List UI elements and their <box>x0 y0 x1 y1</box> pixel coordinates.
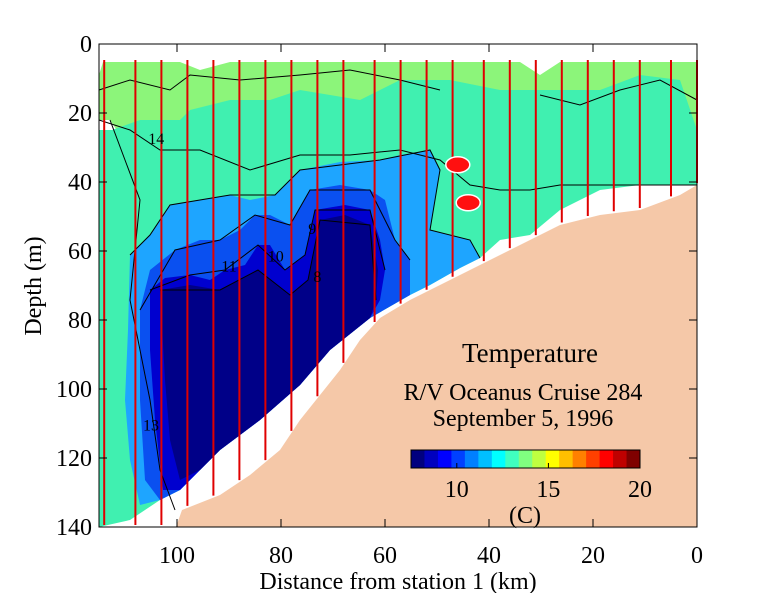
colorbar-swatch-9 <box>532 450 547 468</box>
sample-markers <box>445 156 481 212</box>
contour-10 <box>149 209 386 291</box>
y-tick-label-5: 100 <box>56 377 92 403</box>
colorbar-swatch-2 <box>437 450 452 468</box>
plot-frame <box>98 43 698 528</box>
y-tick-label-7: 140 <box>56 515 92 541</box>
x-tick-label-5: 0 <box>691 543 703 569</box>
contour-9 <box>160 219 377 301</box>
colorbar-swatch-8 <box>518 450 533 468</box>
contour-label-5: 13 <box>143 417 159 434</box>
region-darkest-blue <box>160 215 378 480</box>
y-tick-label-3: 60 <box>68 239 92 265</box>
colorbar-frame <box>410 449 641 469</box>
colorbar-tick-label-1: 15 <box>536 477 560 503</box>
colorbar-swatch-13 <box>586 450 601 468</box>
seafloor <box>176 185 697 527</box>
y-tick-label-1: 20 <box>68 101 92 127</box>
colorbar: 10 15 20 <box>410 449 652 503</box>
colorbar-swatch-16 <box>626 450 641 468</box>
chart-subtitle-line-2: September 5, 1996 <box>433 406 614 432</box>
chart-title: Temperature <box>462 338 598 368</box>
y-tick-label-2: 40 <box>68 170 92 196</box>
contour-14 <box>98 119 697 191</box>
x-axis-label: Distance from station 1 (km) <box>259 569 536 593</box>
colorbar-swatch-14 <box>599 450 614 468</box>
y-axis: 0 20 40 60 80 100 120 140 <box>56 32 697 541</box>
contour-label-1: 11 <box>221 259 236 276</box>
colorbar-swatch-0 <box>411 450 425 468</box>
colorbar-swatch-3 <box>451 450 466 468</box>
contour-label-0: 14 <box>148 131 164 148</box>
x-tick-label-2: 60 <box>373 543 397 569</box>
contour-11 <box>139 189 411 311</box>
colorbar-tick-label-2: 20 <box>628 477 652 503</box>
y-axis-label: Depth (m) <box>21 236 47 335</box>
contour-label-2: 10 <box>268 248 284 265</box>
x-tick-label-3: 40 <box>477 543 501 569</box>
chart-subtitle-line-1: R/V Oceanus Cruise 284 <box>404 380 643 406</box>
contour-lines <box>98 69 698 511</box>
contour-surface-b <box>539 79 698 106</box>
colorbar-swatch-1 <box>424 450 439 468</box>
contour-label-4: 8 <box>313 269 321 286</box>
x-axis: 100 80 60 40 20 0 <box>159 44 703 569</box>
colorbar-tick-label-0: 10 <box>445 477 469 503</box>
colorbar-swatch-6 <box>491 450 506 468</box>
sample-marker-1 <box>455 193 481 212</box>
y-tick-label-4: 80 <box>68 308 92 334</box>
colorbar-unit-label: (C) <box>509 503 541 529</box>
colorbar-swatch-12 <box>572 450 587 468</box>
colorbar-swatch-10 <box>545 450 560 468</box>
sample-marker-0 <box>445 156 471 174</box>
x-tick-label-1: 80 <box>269 543 293 569</box>
colorbar-swatch-7 <box>505 450 520 468</box>
contour-label-3: 9 <box>308 221 316 238</box>
colorbar-swatch-15 <box>613 450 628 468</box>
colorbar-swatch-5 <box>478 450 493 468</box>
x-tick-label-4: 20 <box>581 543 605 569</box>
colorbar-swatch-11 <box>559 450 574 468</box>
y-tick-label-0: 0 <box>80 32 92 58</box>
contour-12 <box>129 149 481 259</box>
y-tick-label-6: 120 <box>56 446 92 472</box>
contour-labels: 14 11 10 9 8 13 <box>143 131 321 434</box>
x-tick-label-0: 100 <box>159 543 195 569</box>
colorbar-swatch-4 <box>464 450 479 468</box>
